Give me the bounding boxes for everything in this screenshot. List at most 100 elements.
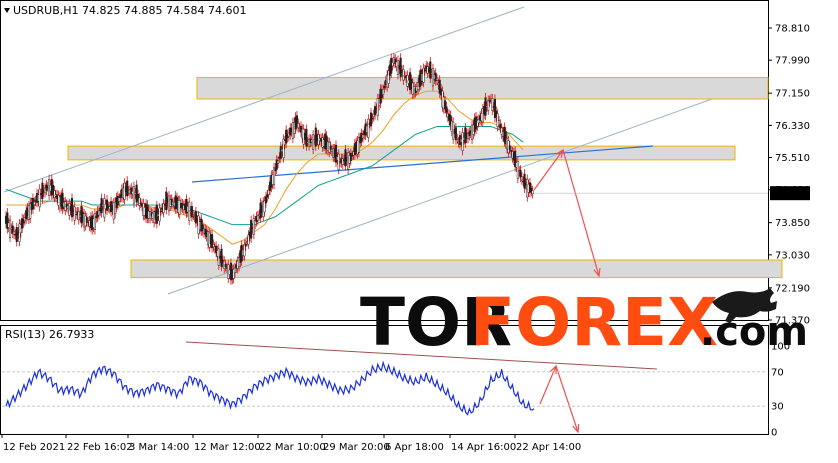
price-candles bbox=[4, 53, 534, 285]
brand-logo: TOR FOREX .com bbox=[360, 284, 808, 361]
candle-body bbox=[212, 243, 215, 248]
candle-body bbox=[449, 115, 452, 126]
candle-body bbox=[508, 145, 511, 150]
candle-body bbox=[371, 117, 374, 120]
candle-body bbox=[528, 182, 532, 193]
rsi-line bbox=[5, 360, 535, 416]
candle-body bbox=[136, 193, 140, 201]
candle-body bbox=[254, 220, 257, 225]
candle-body bbox=[93, 213, 96, 231]
moving-average-line bbox=[6, 90, 524, 245]
candle-body bbox=[6, 212, 9, 229]
candle-body bbox=[523, 173, 526, 189]
price-tick-label: 71.370 bbox=[775, 316, 810, 327]
candle-body bbox=[277, 160, 280, 164]
rsi-trend-line bbox=[185, 341, 658, 370]
candle-body bbox=[500, 127, 503, 135]
candle-body bbox=[247, 234, 250, 245]
candle-body bbox=[488, 100, 491, 103]
price-tick-label: 78.810 bbox=[775, 24, 810, 35]
candle-body bbox=[351, 154, 354, 157]
rsi-tick-label: 70 bbox=[771, 367, 784, 378]
candle-body bbox=[38, 188, 41, 208]
candle-body bbox=[190, 206, 193, 218]
time-axis: 12 Feb 2021 22 Feb 16:023 Mar 14:00 12 Mar… bbox=[1, 434, 581, 453]
brand-forex: FOREX bbox=[470, 284, 718, 361]
candle-body bbox=[434, 72, 437, 82]
candle-body bbox=[264, 196, 268, 204]
candle-body bbox=[438, 79, 441, 94]
price-tick-label: 73.850 bbox=[775, 218, 810, 229]
candle-body bbox=[138, 197, 141, 206]
candle-body bbox=[244, 243, 247, 247]
forecast-arrows bbox=[533, 148, 601, 434]
candle-body bbox=[530, 187, 533, 192]
time-tick-label: 22 Mar 10:00 bbox=[259, 442, 326, 453]
sr-zone bbox=[67, 145, 736, 161]
candle-body bbox=[33, 201, 36, 206]
candle-body bbox=[126, 180, 129, 197]
candle-body bbox=[282, 138, 285, 159]
symbol-info: USDRUB,H1 74.825 74.885 74.584 74.601 bbox=[4, 4, 246, 17]
candle-body bbox=[461, 132, 464, 151]
candle-body bbox=[387, 70, 390, 84]
candle-body bbox=[97, 210, 100, 216]
candle-body bbox=[22, 219, 25, 224]
time-tick-label: 14 Apr 16:00 bbox=[451, 442, 516, 453]
candle-body bbox=[391, 62, 394, 67]
candle-body bbox=[159, 210, 162, 213]
last-price-box bbox=[770, 186, 810, 201]
time-tick-label: 22 Apr 14:00 bbox=[516, 442, 581, 453]
candle-body bbox=[215, 245, 218, 253]
candle-body bbox=[403, 75, 406, 77]
candle-body bbox=[394, 58, 397, 64]
candle-body bbox=[456, 138, 459, 140]
time-tick-label: 12 Mar 12:00 bbox=[194, 442, 261, 453]
candle-body bbox=[477, 119, 480, 124]
candle-body bbox=[256, 215, 259, 221]
candle-body bbox=[520, 176, 523, 181]
rsi-tick-label: 0 bbox=[771, 428, 777, 439]
rsi-tick-label: 100 bbox=[771, 342, 790, 353]
candle-body bbox=[61, 192, 64, 210]
candle-body bbox=[250, 219, 253, 239]
candle-body bbox=[53, 190, 56, 198]
candle-body bbox=[334, 144, 338, 163]
candle-body bbox=[52, 184, 55, 196]
candle-body bbox=[422, 67, 425, 83]
candle-body bbox=[13, 231, 16, 235]
candle-body bbox=[118, 197, 121, 202]
candle-body bbox=[130, 187, 133, 195]
candle-body bbox=[243, 244, 246, 257]
bull-icon bbox=[712, 288, 777, 323]
sr-zone bbox=[196, 76, 769, 100]
time-tick-label: 6 Apr 18:00 bbox=[385, 442, 444, 453]
candle-body bbox=[29, 203, 32, 219]
candle-body bbox=[263, 200, 266, 213]
trend-channel bbox=[3, 6, 713, 295]
rsi-label: RSI(13) 26.7933 bbox=[5, 328, 94, 341]
candle-body bbox=[487, 99, 490, 111]
candle-body bbox=[357, 137, 360, 153]
moving-averages bbox=[5, 90, 524, 245]
channel-upper bbox=[3, 6, 525, 193]
candle-body bbox=[275, 159, 278, 170]
candle-body bbox=[504, 131, 507, 145]
candle-body bbox=[429, 61, 432, 79]
symbol-info-text: USDRUB,H1 74.825 74.885 74.584 74.601 bbox=[13, 4, 246, 17]
candle-body bbox=[329, 145, 332, 150]
candle-body bbox=[374, 106, 377, 116]
candle-body bbox=[224, 264, 227, 267]
candle-body bbox=[19, 224, 22, 234]
candle-body bbox=[252, 218, 255, 235]
candle-body bbox=[496, 113, 499, 127]
candle-body bbox=[232, 269, 235, 279]
candle-body bbox=[361, 134, 364, 139]
candle-body bbox=[383, 85, 386, 89]
candle-body bbox=[85, 217, 88, 223]
brand-tor: TOR bbox=[360, 284, 512, 361]
candle-body bbox=[402, 69, 405, 81]
price-tick-label: 72.190 bbox=[775, 283, 810, 294]
candle-body bbox=[435, 78, 439, 81]
